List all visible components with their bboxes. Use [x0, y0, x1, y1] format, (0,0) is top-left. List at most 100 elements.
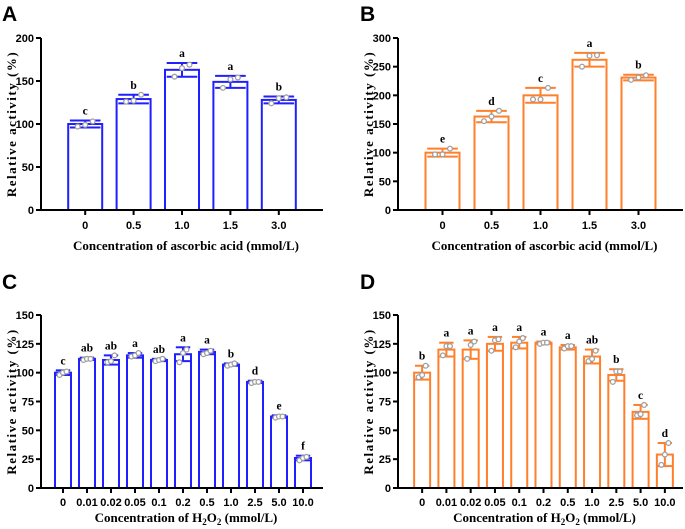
- data-point: [488, 113, 495, 120]
- bar-group: ab: [150, 344, 168, 490]
- significance-label: a: [468, 325, 474, 337]
- x-tick-label: 0.01: [436, 497, 457, 509]
- x-axis-title-subscript: 2: [561, 517, 566, 527]
- data-point: [283, 94, 290, 101]
- x-axis-title: Concentration of H2O2 (mmol/L): [95, 510, 278, 527]
- data-point: [467, 341, 474, 349]
- y-tick-label: 250: [373, 62, 391, 74]
- significance-label: a: [228, 61, 234, 73]
- significance-label: c: [83, 106, 88, 118]
- panel-letter-b: B: [360, 3, 375, 26]
- data-point: [480, 118, 488, 125]
- x-tick-label: 1.0: [223, 497, 238, 509]
- panel-d: D Relative activity (%) Concentration of…: [360, 271, 683, 527]
- data-point: [231, 360, 238, 367]
- data-point: [593, 52, 601, 59]
- x-tick-label: 0.5: [126, 220, 141, 232]
- significance-label: a: [180, 332, 186, 344]
- data-point: [183, 346, 190, 353]
- data-point: [665, 439, 672, 447]
- data-point: [303, 453, 310, 460]
- data-point: [130, 97, 137, 104]
- y-tick-label: 100: [373, 368, 391, 380]
- y-axis-title: Relative activity (%): [4, 51, 19, 197]
- y-tick-label: 75: [22, 397, 34, 409]
- y-axis-title-text: Relative activity (%): [361, 328, 376, 474]
- significance-label: b: [276, 81, 282, 93]
- x-axis-title-part: O: [565, 510, 575, 525]
- x-axis-title-subscript: 2: [202, 517, 207, 527]
- bar-group: ab: [102, 340, 120, 490]
- bar-group: a: [437, 328, 456, 489]
- x-tick-label: 0.1: [151, 497, 166, 509]
- x-tick-label: 2.5: [609, 497, 624, 509]
- bar: [198, 350, 216, 490]
- bar-group: b: [607, 354, 626, 489]
- bar-group: a: [461, 325, 480, 489]
- bar-group: a: [174, 332, 192, 490]
- significance-label: a: [132, 338, 138, 350]
- data-point: [82, 121, 89, 128]
- x-tick-label: 1.0: [584, 497, 599, 509]
- data-point: [207, 347, 214, 354]
- data-point: [642, 72, 650, 79]
- bar: [461, 348, 480, 489]
- bar: [473, 115, 510, 211]
- bar-group: e: [424, 134, 461, 212]
- y-axis-title-text: Relative activity (%): [4, 328, 19, 474]
- significance-label: ab: [105, 340, 117, 352]
- data-point: [588, 355, 596, 362]
- bar: [558, 346, 577, 489]
- data-point: [519, 335, 526, 342]
- data-point: [537, 96, 544, 103]
- x-tick-label: 0.05: [124, 497, 145, 509]
- significance-label: a: [516, 322, 522, 334]
- y-tick-label: 25: [379, 454, 391, 466]
- bar-group: c: [522, 73, 559, 211]
- bar-group: a: [510, 322, 529, 489]
- x-tick-label: 0: [60, 497, 66, 509]
- bar-group: a: [126, 338, 144, 489]
- data-point: [219, 84, 226, 91]
- y-tick-label: 150: [16, 76, 34, 88]
- x-tick-label: 0: [82, 220, 88, 232]
- data-point: [495, 107, 503, 114]
- bar-group: c: [631, 390, 650, 490]
- x-tick-label: 0.5: [199, 497, 214, 509]
- data-point: [635, 74, 642, 81]
- y-tick-label: 0: [28, 483, 34, 495]
- panel-letter-c: C: [2, 271, 17, 294]
- bar: [413, 371, 432, 489]
- data-point: [419, 371, 426, 379]
- y-axis-title: Relative activity (%): [4, 328, 19, 474]
- significance-label: b: [130, 80, 136, 92]
- panel-letter-d: D: [360, 271, 375, 294]
- x-tick-label: 0.5: [484, 220, 499, 232]
- data-point: [658, 461, 665, 468]
- x-tick-label: 1.0: [533, 220, 548, 232]
- significance-label: b: [419, 351, 425, 363]
- bar: [260, 98, 297, 211]
- bar-group: b: [260, 81, 297, 211]
- bar-group: d: [473, 96, 510, 211]
- significance-label: a: [204, 335, 210, 347]
- panel-letter-a: A: [2, 3, 17, 26]
- panel-b: B Relative activity (%) Concentration of…: [360, 3, 683, 253]
- x-axis-title: Concentration of ascorbic acid (mmol/L): [431, 238, 657, 253]
- bar-group: a: [198, 335, 216, 490]
- x-tick-label: 3.0: [271, 220, 286, 232]
- y-tick-label: 50: [22, 162, 34, 174]
- data-point: [178, 65, 186, 72]
- panel-a: A Relative activity (%) Concentration of…: [2, 3, 323, 253]
- bar: [164, 68, 200, 211]
- data-point: [446, 145, 454, 152]
- y-tick-label: 50: [379, 425, 391, 437]
- y-tick-label: 100: [373, 148, 391, 160]
- bar: [437, 348, 456, 489]
- x-tick-label: 1.5: [223, 220, 238, 232]
- data-point: [495, 336, 502, 343]
- data-point: [431, 151, 439, 158]
- y-tick-label: 50: [22, 425, 34, 437]
- data-point: [586, 52, 593, 59]
